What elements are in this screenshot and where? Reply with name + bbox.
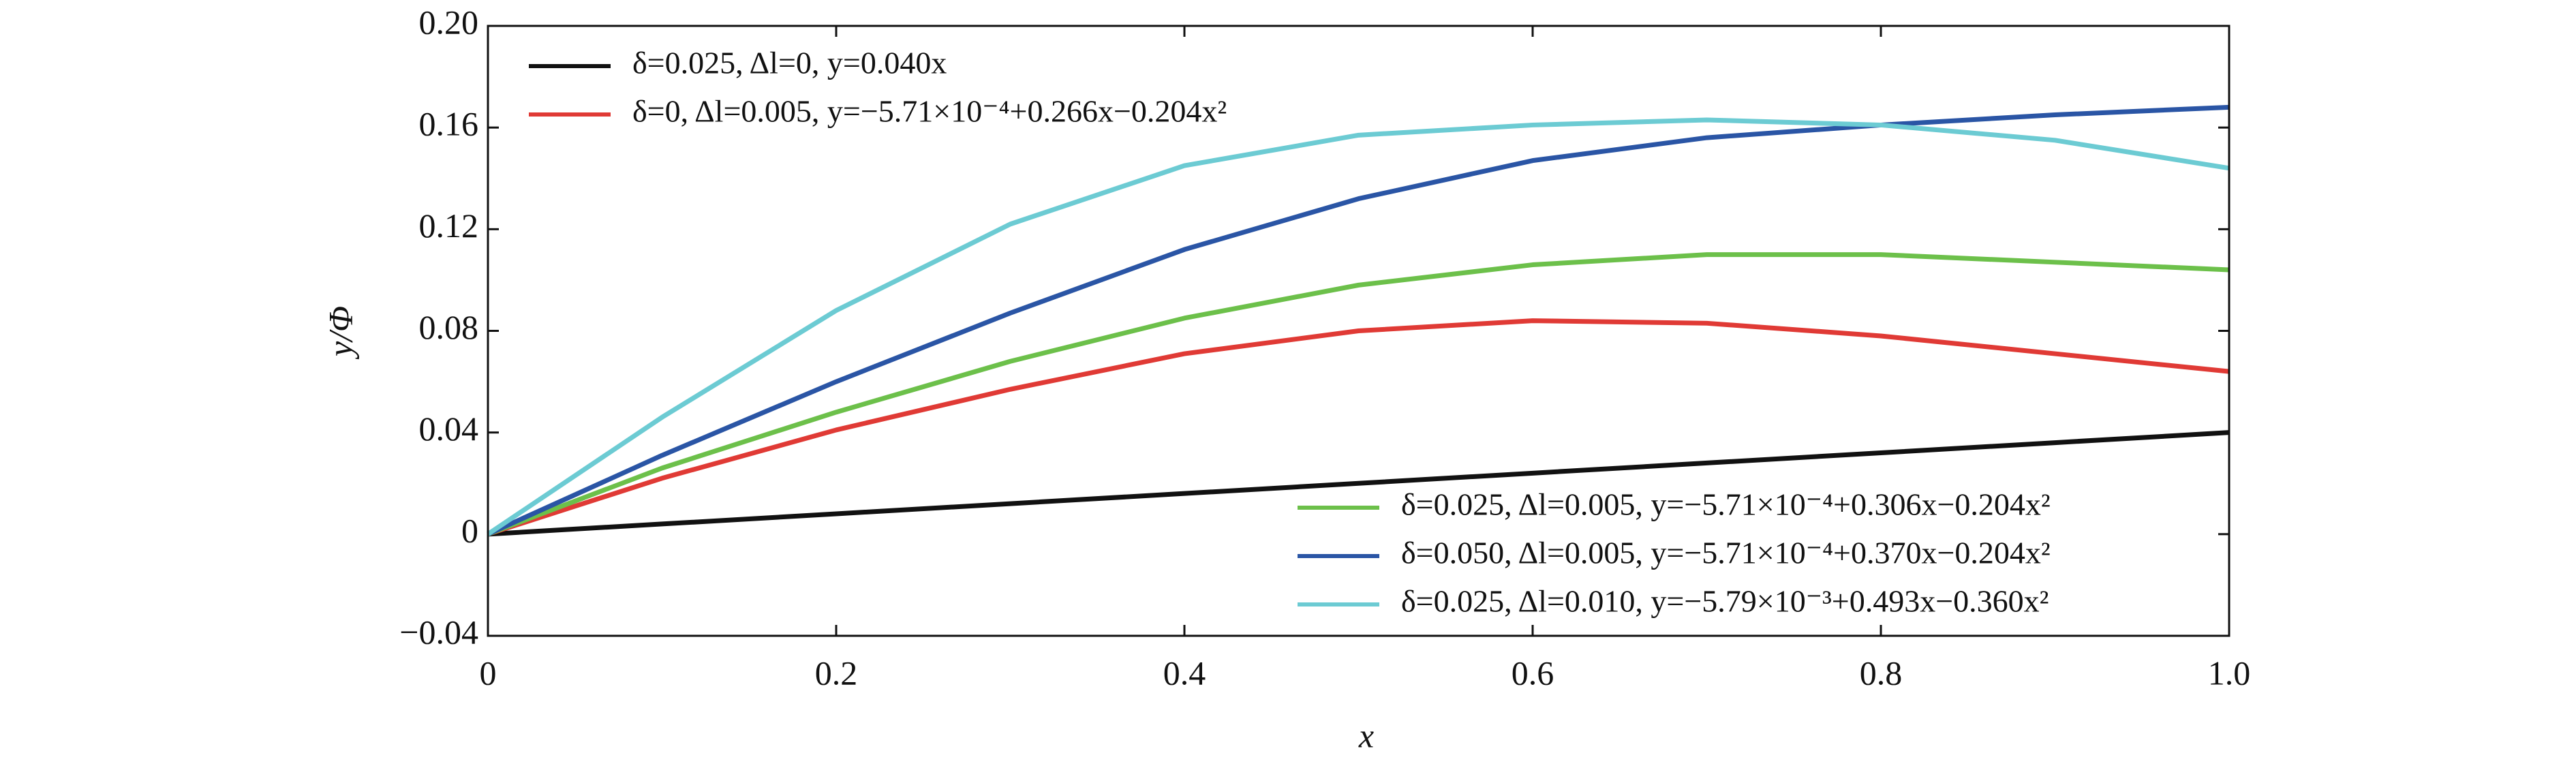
y-tick-label: 0.20 — [419, 3, 479, 41]
x-tick-label: 0.8 — [1860, 654, 1903, 692]
x-tick-label: 0.4 — [1163, 654, 1206, 692]
y-tick-label: 0 — [461, 511, 478, 549]
y-tick-label: 0.16 — [419, 105, 479, 143]
x-tick-label: 0 — [480, 654, 497, 692]
y-axis-label: y/Φ — [321, 306, 359, 360]
x-tick-label: 0.6 — [1512, 654, 1554, 692]
x-tick-label: 0.2 — [815, 654, 858, 692]
y-tick-label: 0.12 — [419, 206, 479, 245]
series-line — [487, 117, 2230, 536]
y-tick-label: 0.08 — [419, 308, 479, 346]
series-line — [487, 104, 2230, 537]
legend-label: δ=0.025, Δl=0.005, y=−5.71×10⁻⁴+0.306x−0… — [1401, 487, 2051, 522]
legend-label: δ=0.025, Δl=0.010, y=−5.79×10⁻³+0.493x−0… — [1401, 584, 2049, 619]
series-line — [487, 430, 2230, 537]
y-tick-label: −0.04 — [399, 613, 478, 651]
legend-label: δ=0.025, Δl=0, y=0.040x — [632, 46, 947, 80]
legend-label: δ=0, Δl=0.005, y=−5.71×10⁻⁴+0.266x−0.204… — [632, 94, 1227, 129]
plot-frame — [487, 25, 2230, 637]
x-axis-label: x — [1358, 716, 1374, 754]
legend-label: δ=0.050, Δl=0.005, y=−5.71×10⁻⁴+0.370x−0… — [1401, 536, 2051, 570]
series-line — [487, 252, 2230, 537]
y-tick-label: 0.04 — [419, 410, 479, 448]
x-tick-label: 1.0 — [2208, 654, 2251, 692]
series-line — [487, 318, 2230, 537]
